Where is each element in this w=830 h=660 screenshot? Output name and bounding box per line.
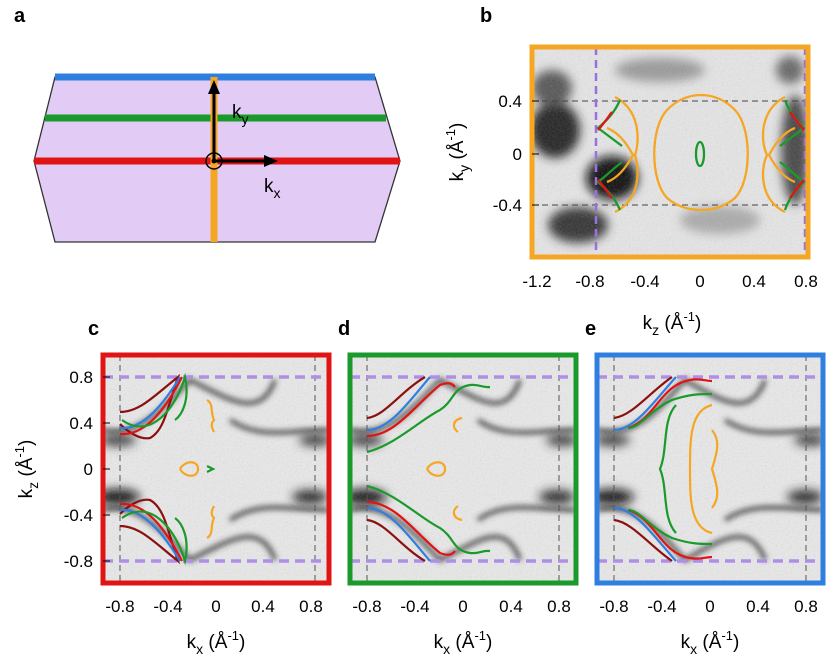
b-xtick--0.4: -0.4 [630, 272, 659, 291]
b-ylabel: ky (Å-1) [443, 123, 472, 182]
b-xtick-0.8: 0.8 [794, 272, 818, 291]
d-xlabel: kx (Å-1) [434, 628, 493, 657]
panel-label-c: c [88, 318, 99, 340]
arpes-map-c [103, 355, 329, 583]
e-xtick-0.4: 0.4 [746, 597, 770, 616]
c-xtick-0.8: 0.8 [299, 597, 323, 616]
panel-a: a ky kx [14, 5, 401, 243]
b-ytick--0.4: -0.4 [493, 196, 522, 215]
panel-c-xticks: -0.8 -0.4 0 0.4 0.8 [105, 597, 322, 616]
arpes-map-e [597, 355, 823, 583]
ky-arrowhead [208, 80, 220, 94]
panel-label-d: d [338, 318, 350, 340]
c-xlabel: kx (Å-1) [187, 628, 246, 657]
c-ytick-0.4: 0.4 [69, 414, 93, 433]
c-xtick-0.4: 0.4 [251, 597, 275, 616]
panel-e-xticks: -0.8 -0.4 0 0.4 0.8 [599, 597, 817, 616]
b-xtick-0.4: 0.4 [742, 272, 766, 291]
panel-label-e: e [585, 318, 596, 340]
panel-c-yticks: 0.8 0.4 0 -0.4 -0.8 [64, 368, 110, 571]
d-xtick--0.8: -0.8 [352, 597, 381, 616]
arpes-map-d [350, 355, 576, 583]
e-xlabel: kx (Å-1) [681, 628, 740, 657]
c-xtick-0: 0 [211, 597, 220, 616]
c-ytick--0.4: -0.4 [64, 506, 93, 525]
d-xtick-0: 0 [458, 597, 467, 616]
panel-b-yticks: 0.4 0 -0.4 [493, 92, 539, 215]
e-xtick--0.4: -0.4 [647, 597, 676, 616]
d-xtick-0.4: 0.4 [499, 597, 523, 616]
kx-arrowhead [264, 155, 278, 167]
panel-label-b: b [480, 5, 492, 27]
panel-label-a: a [14, 5, 26, 27]
c-xtick--0.4: -0.4 [153, 597, 182, 616]
c-xtick--0.8: -0.8 [105, 597, 134, 616]
e-xtick--0.8: -0.8 [599, 597, 628, 616]
b-xtick--1.2: -1.2 [522, 272, 551, 291]
b-xtick-0: 0 [695, 272, 704, 291]
b-ytick-0.4: 0.4 [498, 92, 522, 111]
d-xtick--0.4: -0.4 [400, 597, 429, 616]
d-xtick-0.8: 0.8 [547, 597, 571, 616]
c-ytick-0: 0 [84, 460, 93, 479]
panel-b: b [443, 5, 818, 338]
panel-d-frame [347, 352, 579, 586]
panel-d-xticks: -0.8 -0.4 0 0.4 0.8 [352, 597, 570, 616]
panel-e-frame [594, 352, 826, 586]
c-ylabel: kz (Å-1) [12, 440, 41, 499]
b-ytick-0: 0 [513, 145, 522, 164]
c-ytick--0.8: -0.8 [64, 552, 93, 571]
panel-b-frame [529, 44, 811, 260]
e-xtick-0: 0 [705, 597, 714, 616]
panel-d: d [338, 318, 579, 657]
ky-axis-label: ky [232, 102, 249, 127]
panel-b-xticks: -1.2 -0.8 -0.4 0 0.4 0.8 [522, 272, 817, 291]
panel-c: c [12, 318, 332, 657]
e-xtick-0.8: 0.8 [794, 597, 818, 616]
b-xlabel: kz (Å-1) [643, 309, 702, 338]
kx-axis-label: kx [264, 176, 281, 201]
arpes-map-b [532, 47, 808, 257]
b-xtick--0.8: -0.8 [575, 272, 604, 291]
c-ytick-0.8: 0.8 [69, 368, 93, 387]
panel-e: e [585, 318, 826, 657]
